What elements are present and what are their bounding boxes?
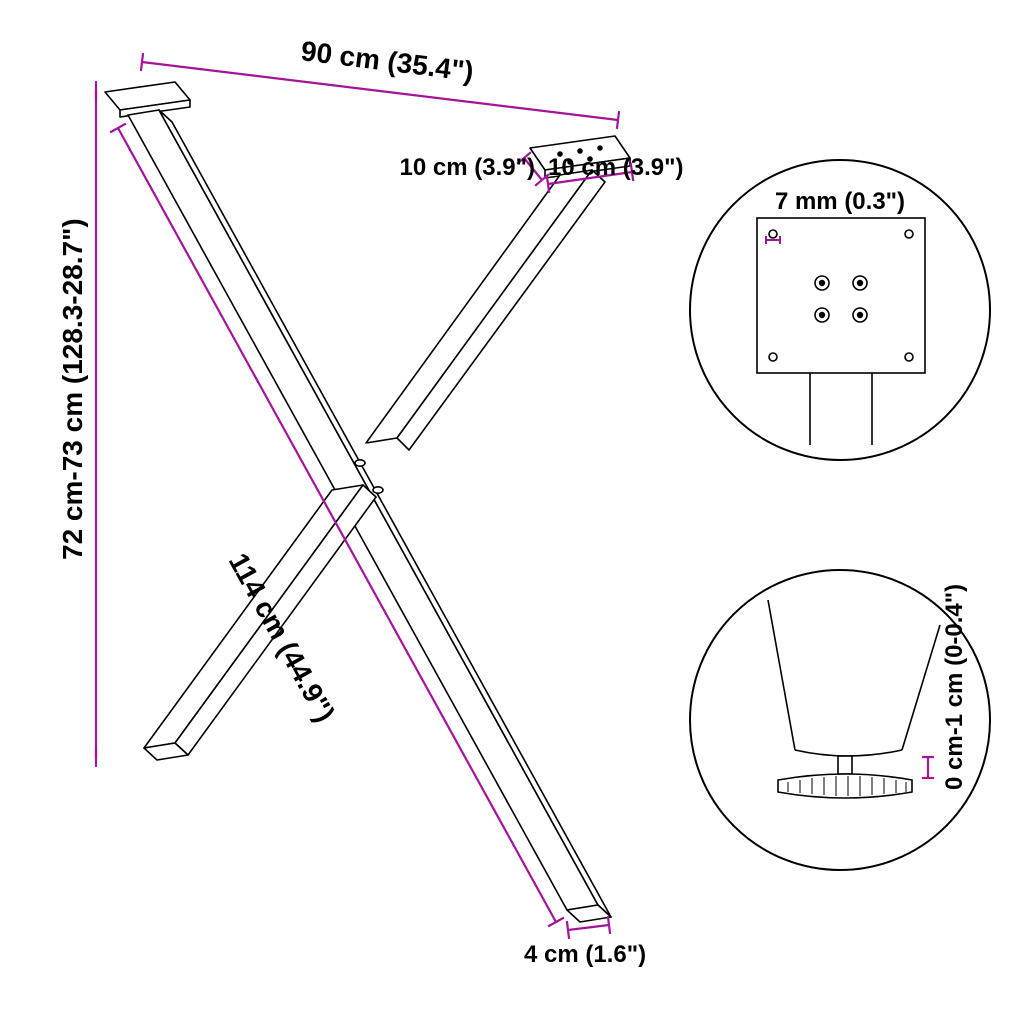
label-height: 72 cm-73 cm (128.3-28.7") [57,218,88,560]
detail-foot: 0 cm-1 cm (0-0.4") [690,570,990,870]
label-hole: 7 mm (0.3") [775,188,905,215]
dimension-diagram: 90 cm (35.4") 10 cm (3.9") 10 cm (3.9") … [0,0,1024,1024]
label-tube: 4 cm (1.6") [524,941,646,968]
detail-top-plate: 7 mm (0.3") [690,160,990,460]
dim-diagonal [110,124,564,927]
label-plate-width: 10 cm (3.9") [548,154,683,181]
x-frame-product [105,82,630,922]
label-width-top: 90 cm (35.4") [299,35,475,87]
label-plate-depth: 10 cm (3.9") [400,154,535,181]
label-foot-adjust: 0 cm-1 cm (0-0.4") [941,584,968,790]
